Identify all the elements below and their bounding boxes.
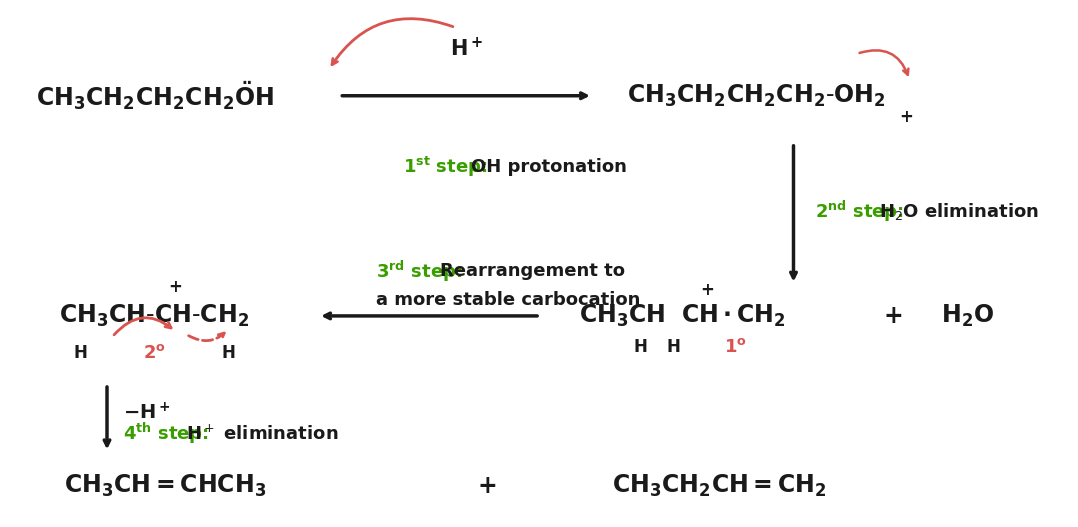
Text: $\mathregular{H^+}$: $\mathregular{H^+}$ <box>450 37 483 60</box>
Text: OH protonation: OH protonation <box>471 158 627 175</box>
Text: $\mathbf{3^{rd}}$ step:: $\mathbf{3^{rd}}$ step: <box>376 259 465 284</box>
Text: H: H <box>634 338 647 356</box>
Text: +: + <box>478 474 497 499</box>
Text: +: + <box>700 281 714 299</box>
Text: H$^+$ elimination: H$^+$ elimination <box>186 424 338 444</box>
Text: H: H <box>221 344 235 362</box>
Text: $\mathbf{1^{st}}$ step:: $\mathbf{1^{st}}$ step: <box>403 154 489 179</box>
Text: H: H <box>666 338 680 356</box>
Text: a more stable carbocation: a more stable carbocation <box>376 291 640 309</box>
Text: $\mathregular{- H^+}$: $\mathregular{- H^+}$ <box>123 402 170 424</box>
Text: H: H <box>73 344 87 362</box>
Text: Rearrangement to: Rearrangement to <box>440 262 624 280</box>
Text: $\mathregular{CH_3CH\text{-}CH\text{-}CH_2}$: $\mathregular{CH_3CH\text{-}CH\text{-}CH… <box>59 303 250 329</box>
Text: $\mathregular{CH_3CH\ \ CH\cdot CH_2}$: $\mathregular{CH_3CH\ \ CH\cdot CH_2}$ <box>579 303 786 329</box>
Text: $\mathregular{CH_3CH_2CH_2CH_2\ddot{O}H}$: $\mathregular{CH_3CH_2CH_2CH_2\ddot{O}H}… <box>36 80 274 112</box>
Text: $\mathbf{2^{nd}}$ step:: $\mathbf{2^{nd}}$ step: <box>815 199 906 223</box>
Text: H$_2$O elimination: H$_2$O elimination <box>879 201 1039 221</box>
Text: +: + <box>169 278 182 296</box>
Text: $\mathregular{H_2O}$: $\mathregular{H_2O}$ <box>941 303 994 329</box>
Text: $\mathregular{CH_3CH_2CH{=}CH_2}$: $\mathregular{CH_3CH_2CH{=}CH_2}$ <box>612 473 827 500</box>
Text: $\mathbf{4^{th}}$ step:: $\mathbf{4^{th}}$ step: <box>123 421 211 446</box>
Text: +: + <box>899 108 913 126</box>
Text: 1$^\mathregular{o}$: 1$^\mathregular{o}$ <box>724 338 747 356</box>
Text: $\mathregular{CH_3CH{=}CHCH_3}$: $\mathregular{CH_3CH{=}CHCH_3}$ <box>64 473 266 500</box>
Text: $\mathregular{CH_3CH_2CH_2CH_2\text{-}OH_2}$: $\mathregular{CH_3CH_2CH_2CH_2\text{-}OH… <box>627 83 886 109</box>
Text: 2$^\mathregular{o}$: 2$^\mathregular{o}$ <box>143 344 166 362</box>
Text: +: + <box>884 304 903 328</box>
